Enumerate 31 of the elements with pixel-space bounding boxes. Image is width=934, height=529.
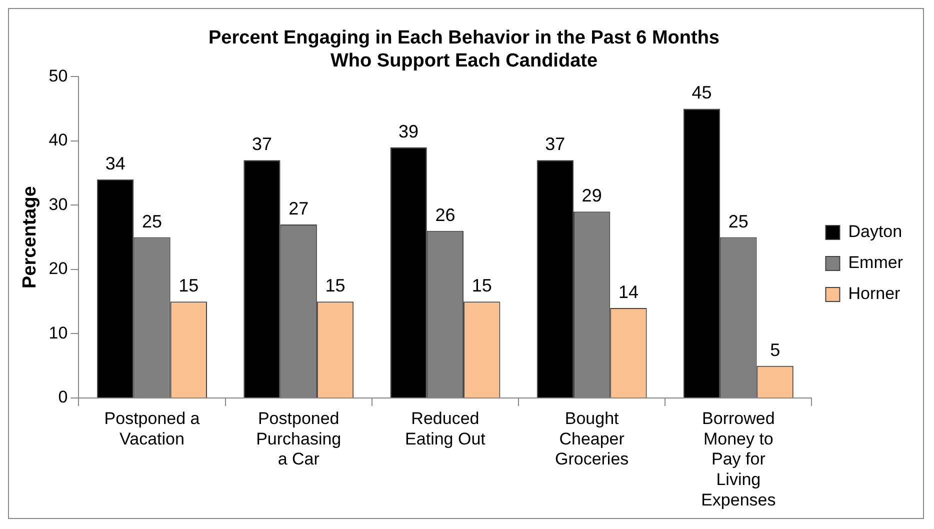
data-label: 14 [618,282,638,302]
legend-label: Horner [848,284,901,304]
y-tick-label: 10 [48,323,68,342]
data-label: 25 [142,211,162,232]
data-label: 37 [252,134,272,154]
chart-title: Percent Engaging in Each Behavior in the Past 6 Months Who Support Each Candidate [208,28,720,72]
data-label: 15 [472,276,492,296]
data-label: 15 [325,276,346,296]
x-tick-label: Postponed a Vacation [104,408,200,448]
y-tick-label: 30 [48,194,68,214]
data-label: 25 [728,211,748,232]
data-label: 34 [105,153,126,174]
data-label: 15 [178,276,199,296]
legend-label: Emmer [848,253,904,272]
x-tick-label: Reduced Eating Out [405,408,486,448]
legend-label: Dayton [848,222,902,242]
x-tick-label: Bought Cheaper Groceries [554,408,629,469]
data-label: 29 [582,186,602,206]
data-label: 37 [545,134,566,154]
x-tick-label: Postponed Purchasing a Car [256,408,342,469]
data-label: 27 [288,198,309,218]
x-tick-label: Borrowed Money to Pay for Living Expenses [701,408,776,510]
data-label: 45 [692,82,712,103]
y-tick-label: 20 [48,259,68,278]
data-label: 26 [435,204,456,225]
data-label: 39 [398,121,419,142]
y-tick-label: 0 [58,388,68,407]
data-label: 5 [770,340,780,360]
y-tick-label: 50 [48,66,68,86]
y-axis-title: Percentage [20,186,41,289]
y-tick-label: 40 [48,130,68,150]
